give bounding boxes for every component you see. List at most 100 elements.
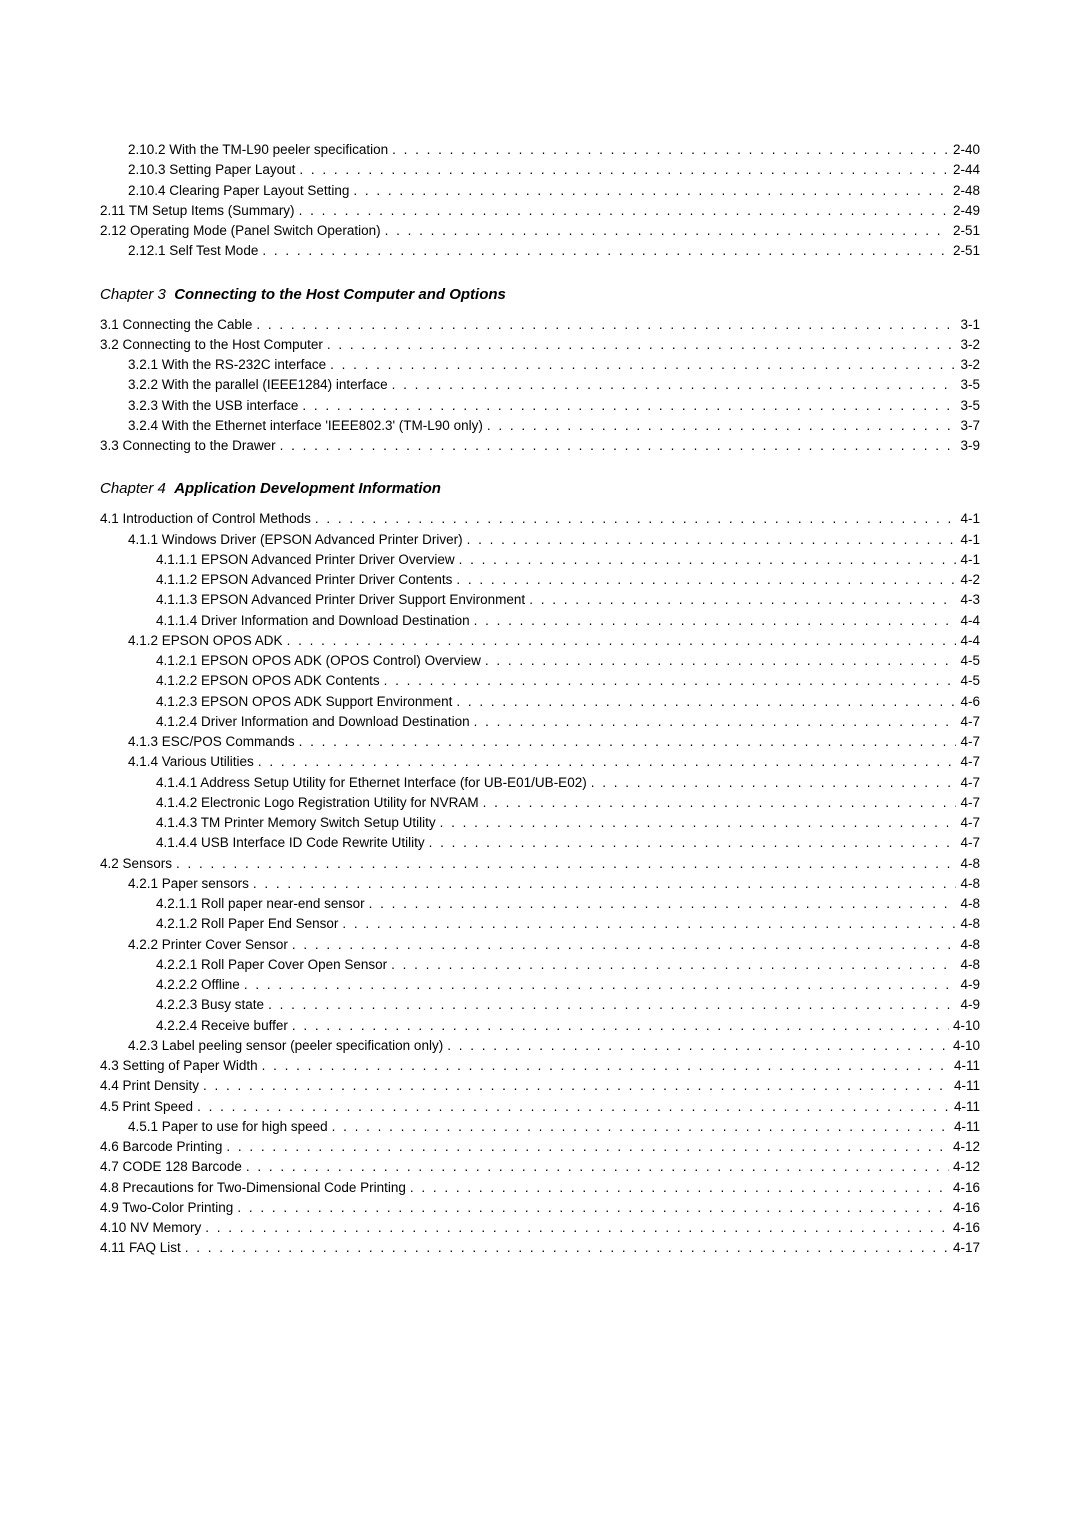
toc-entry: 4.1 Introduction of Control Methods 4-1 — [100, 509, 980, 529]
toc-entry-label: 4.1.2.2 EPSON OPOS ADK Contents — [156, 671, 380, 691]
toc-entry-label: 4.1.2 EPSON OPOS ADK — [128, 631, 283, 651]
chapter-3-title: Connecting to the Host Computer and Opti… — [174, 286, 506, 303]
toc-leader-dots — [474, 611, 957, 631]
toc-entry-label: 4.1.2.1 EPSON OPOS ADK (OPOS Control) Ov… — [156, 651, 481, 671]
toc-leader-dots — [591, 773, 957, 793]
toc-leader-dots — [237, 1198, 949, 1218]
toc-entry-page: 3-1 — [960, 315, 980, 335]
toc-entry-label: 4.1.2.3 EPSON OPOS ADK Support Environme… — [156, 692, 452, 712]
toc-entry: 4.2.2.3 Busy state 4-9 — [100, 995, 980, 1015]
toc-entry-label: 4.2.2.3 Busy state — [156, 995, 264, 1015]
toc-entry-page: 4-11 — [954, 1076, 980, 1096]
toc-entry-label: 4.1.4 Various Utilities — [128, 752, 254, 772]
toc-leader-dots — [280, 436, 957, 456]
toc-entry-page: 4-16 — [953, 1178, 980, 1198]
chapter-3-heading: Chapter 3 Connecting to the Host Compute… — [100, 286, 980, 303]
toc-entry: 3.2.1 With the RS-232C interface 3-2 — [100, 355, 980, 375]
toc-entry: 4.1.1.4 Driver Information and Download … — [100, 611, 980, 631]
toc-entry: 4.1.1.3 EPSON Advanced Printer Driver Su… — [100, 590, 980, 610]
toc-entry-label: 4.2 Sensors — [100, 854, 172, 874]
toc-entry-label: 2.12.1 Self Test Mode — [128, 241, 258, 261]
toc-entry-page: 4-1 — [960, 550, 980, 570]
toc-entry-label: 2.12 Operating Mode (Panel Switch Operat… — [100, 221, 381, 241]
toc-entry: 4.5 Print Speed 4-11 — [100, 1097, 980, 1117]
toc-entry-label: 4.2.2 Printer Cover Sensor — [128, 935, 288, 955]
toc-entry: 3.2 Connecting to the Host Computer 3-2 — [100, 335, 980, 355]
chapter-3-prefix: Chapter 3 — [100, 286, 166, 303]
chapter-4-title: Application Development Information — [174, 480, 441, 497]
toc-leader-dots — [369, 894, 957, 914]
toc-entry: 4.1.2.3 EPSON OPOS ADK Support Environme… — [100, 692, 980, 712]
toc-entry-page: 3-2 — [960, 335, 980, 355]
toc-entry-label: 4.1.1.4 Driver Information and Download … — [156, 611, 470, 631]
toc-entry-label: 4.1.4.2 Electronic Logo Registration Uti… — [156, 793, 479, 813]
toc-leader-dots — [483, 793, 957, 813]
toc-entry-page: 4-7 — [960, 813, 980, 833]
toc-entry: 4.1.4 Various Utilities 4-7 — [100, 752, 980, 772]
toc-entry-page: 4-9 — [960, 995, 980, 1015]
toc-leader-dots — [299, 201, 949, 221]
toc-leader-dots — [327, 335, 957, 355]
toc-entry: 2.12.1 Self Test Mode 2-51 — [100, 241, 980, 261]
toc-entry-page: 4-12 — [953, 1137, 980, 1157]
toc-entry-page: 2-44 — [953, 160, 980, 180]
toc-entry: 4.3 Setting of Paper Width 4-11 — [100, 1056, 980, 1076]
toc-entry-label: 4.1.4.4 USB Interface ID Code Rewrite Ut… — [156, 833, 425, 853]
toc-entry: 2.10.3 Setting Paper Layout 2-44 — [100, 160, 980, 180]
toc-entry-page: 4-3 — [960, 590, 980, 610]
toc-entry-label: 4.1.3 ESC/POS Commands — [128, 732, 295, 752]
toc-entry-label: 2.10.4 Clearing Paper Layout Setting — [128, 181, 349, 201]
toc-leader-dots — [205, 1218, 949, 1238]
toc-entry-page: 4-5 — [960, 671, 980, 691]
toc-entry-label: 4.2.1.2 Roll Paper End Sensor — [156, 914, 338, 934]
toc-leader-dots — [268, 995, 956, 1015]
toc-entry: 2.11 TM Setup Items (Summary) 2-49 — [100, 201, 980, 221]
toc-entry-label: 3.2 Connecting to the Host Computer — [100, 335, 323, 355]
toc-entry: 4.1.4.1 Address Setup Utility for Ethern… — [100, 773, 980, 793]
toc-entry-page: 4-2 — [960, 570, 980, 590]
toc-entry-label: 4.5.1 Paper to use for high speed — [128, 1117, 328, 1137]
toc-entry-page: 4-8 — [960, 935, 980, 955]
chapter-4-heading: Chapter 4 Application Development Inform… — [100, 480, 980, 497]
toc-entry: 4.2.1 Paper sensors 4-8 — [100, 874, 980, 894]
toc-entry-label: 2.11 TM Setup Items (Summary) — [100, 201, 295, 221]
toc-leader-dots — [529, 590, 956, 610]
toc-entry: 4.1.1 Windows Driver (EPSON Advanced Pri… — [100, 530, 980, 550]
toc-entry: 4.1.3 ESC/POS Commands 4-7 — [100, 732, 980, 752]
toc-entry-page: 4-17 — [953, 1238, 980, 1258]
toc-entry: 4.1.2 EPSON OPOS ADK 4-4 — [100, 631, 980, 651]
toc-entry-page: 4-7 — [960, 712, 980, 732]
toc-entry: 4.2.2 Printer Cover Sensor 4-8 — [100, 935, 980, 955]
toc-leader-dots — [332, 1117, 950, 1137]
toc-entry-page: 4-16 — [953, 1218, 980, 1238]
toc-entry-label: 4.1.2.4 Driver Information and Download … — [156, 712, 470, 732]
toc-section-a: 2.10.2 With the TM-L90 peeler specificat… — [100, 140, 980, 262]
toc-entry: 4.9 Two-Color Printing 4-16 — [100, 1198, 980, 1218]
toc-entry-label: 4.8 Precautions for Two-Dimensional Code… — [100, 1178, 406, 1198]
toc-entry-label: 4.2.1 Paper sensors — [128, 874, 249, 894]
toc-entry: 4.2.2.2 Offline 4-9 — [100, 975, 980, 995]
toc-entry: 2.10.2 With the TM-L90 peeler specificat… — [100, 140, 980, 160]
toc-leader-dots — [292, 1016, 949, 1036]
toc-entry: 4.11 FAQ List 4-17 — [100, 1238, 980, 1258]
toc-entry-page: 4-11 — [954, 1056, 980, 1076]
toc-entry-label: 4.3 Setting of Paper Width — [100, 1056, 258, 1076]
toc-entry-label: 4.2.2.1 Roll Paper Cover Open Sensor — [156, 955, 387, 975]
toc-entry-label: 3.1 Connecting the Cable — [100, 315, 252, 335]
toc-entry: 4.1.4.4 USB Interface ID Code Rewrite Ut… — [100, 833, 980, 853]
toc-entry-label: 3.2.2 With the parallel (IEEE1284) inter… — [128, 375, 388, 395]
toc-entry-page: 4-8 — [960, 955, 980, 975]
toc-entry: 4.8 Precautions for Two-Dimensional Code… — [100, 1178, 980, 1198]
toc-leader-dots — [287, 631, 957, 651]
toc-entry-page: 4-6 — [960, 692, 980, 712]
toc-entry-page: 4-4 — [960, 631, 980, 651]
toc-entry-label: 4.2.3 Label peeling sensor (peeler speci… — [128, 1036, 443, 1056]
toc-entry-label: 4.9 Two-Color Printing — [100, 1198, 233, 1218]
toc-entry-label: 3.2.4 With the Ethernet interface 'IEEE8… — [128, 416, 483, 436]
toc-entry-label: 4.11 FAQ List — [100, 1238, 181, 1258]
toc-leader-dots — [256, 315, 956, 335]
toc-entry: 3.2.2 With the parallel (IEEE1284) inter… — [100, 375, 980, 395]
toc-entry-label: 4.2.2.2 Offline — [156, 975, 240, 995]
toc-entry-page: 3-5 — [960, 375, 980, 395]
toc-leader-dots — [226, 1137, 949, 1157]
